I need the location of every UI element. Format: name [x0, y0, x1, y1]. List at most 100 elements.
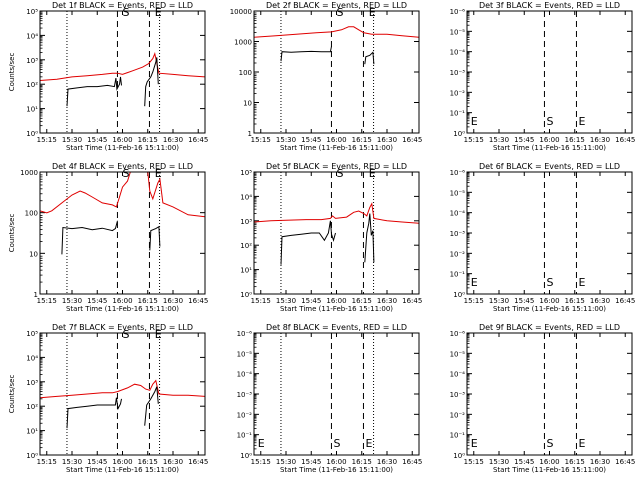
x-tick-label: 15:30: [489, 297, 509, 305]
x-axis-label: Start Time (11-Feb-16 15:11:00): [66, 144, 179, 152]
x-tick-label: 16:00: [539, 297, 559, 305]
events-series-line: [364, 51, 375, 65]
events-series-line: [61, 220, 118, 255]
y-tick-label: 10⁻⁶: [237, 330, 253, 338]
y-tick-label: 1000: [234, 39, 252, 47]
y-tick-label: 10⁻¹: [450, 271, 466, 279]
y-axis-label: Counts/sec: [8, 375, 16, 414]
plot-frame: [253, 332, 420, 456]
y-tick-label: 10¹: [26, 106, 38, 114]
x-tick-label: 15:15: [464, 458, 484, 466]
plot-frame: [39, 332, 206, 456]
y-tick-label: 10⁰: [453, 130, 465, 138]
plot-frame: [466, 10, 633, 134]
x-tick-label: 15:15: [464, 297, 484, 305]
y-tick-label: 10²: [26, 403, 38, 411]
y-tick-label: 10⁰: [453, 291, 465, 299]
marker-e: E: [155, 328, 162, 341]
x-tick-label: 15:15: [37, 458, 57, 466]
events-series-line: [280, 46, 332, 62]
x-tick-label: 16:30: [590, 458, 610, 466]
plot-frame: [466, 171, 633, 295]
x-tick-label: 15:45: [87, 458, 107, 466]
series-group: [40, 52, 205, 107]
y-tick-label: 10¹: [240, 267, 252, 275]
y-tick-label: 10⁵: [240, 169, 252, 177]
x-tick-label: 15:45: [301, 458, 321, 466]
y-tick-label: 10⁻⁶: [450, 330, 466, 338]
x-tick-label: 16:00: [539, 136, 559, 144]
panel-title: Det 9f BLACK = Events, RED = LLD: [479, 323, 620, 332]
x-tick-label: 16:30: [163, 458, 183, 466]
x-tick-label: 16:15: [565, 136, 585, 144]
x-tick-label: 15:30: [276, 458, 296, 466]
marker-e: E: [471, 276, 478, 289]
y-tick-label: 10³: [26, 379, 38, 387]
panel-4: Det 4f BLACK = Events, RED = LLD 15:15 15:…: [8, 162, 208, 313]
y-tick-label: 10⁴: [240, 193, 252, 201]
y-tick-label: 10⁻³: [450, 230, 466, 238]
x-tick-label: 15:30: [62, 297, 82, 305]
x-tick-label: 16:00: [326, 136, 346, 144]
x-axis-label: Start Time (11-Feb-16 15:11:00): [493, 466, 606, 474]
x-tick-label: 16:30: [163, 136, 183, 144]
series-group: [40, 172, 205, 255]
lld-series-line: [254, 26, 419, 38]
x-axis-label: Start Time (11-Feb-16 15:11:00): [280, 305, 393, 313]
events-series-line: [149, 225, 161, 251]
x-tick-label: 16:15: [352, 297, 372, 305]
y-tick-label: 10: [29, 250, 38, 258]
panel-1: Det 1f BLACK = Events, RED = LLD 15:15 15:…: [8, 1, 208, 152]
y-tick-label: 10⁻²: [450, 250, 466, 258]
marker-e: E: [155, 167, 162, 180]
y-tick-label: 10⁻⁵: [450, 350, 466, 358]
events-series-line: [66, 397, 122, 429]
panel-title: Det 4f BLACK = Events, RED = LLD: [52, 162, 193, 171]
y-tick-label: 10⁰: [240, 452, 252, 460]
marker-e: E: [155, 6, 162, 19]
y-tick-label: 10⁻¹: [450, 432, 466, 440]
marker-e: E: [578, 437, 585, 450]
y-tick-label: 1: [34, 291, 38, 299]
panel-title: Det 1f BLACK = Events, RED = LLD: [52, 1, 193, 10]
x-axis-label: Start Time (11-Feb-16 15:11:00): [493, 305, 606, 313]
x-tick-label: 16:30: [590, 136, 610, 144]
marker-s: S: [336, 6, 343, 19]
y-tick-label: 10²: [240, 242, 252, 250]
x-tick-label: 16:45: [188, 458, 208, 466]
y-tick-label: 10⁻²: [450, 89, 466, 97]
x-tick-label: 15:45: [514, 136, 534, 144]
x-tick-label: 15:30: [489, 458, 509, 466]
x-axis-label: Start Time (11-Feb-16 15:11:00): [280, 466, 393, 474]
x-tick-label: 15:15: [251, 297, 271, 305]
lld-series-line: [254, 202, 419, 224]
marker-e: E: [365, 437, 372, 450]
y-tick-label: 10⁻⁵: [450, 189, 466, 197]
y-tick-label: 10⁻³: [237, 391, 253, 399]
events-series-line: [66, 76, 122, 107]
x-tick-label: 16:00: [112, 297, 132, 305]
x-tick-label: 16:00: [112, 136, 132, 144]
x-tick-label: 15:15: [251, 136, 271, 144]
x-tick-label: 15:30: [62, 458, 82, 466]
y-tick-label: 10³: [240, 218, 252, 226]
series-group: [40, 379, 205, 429]
x-tick-label: 16:30: [377, 458, 397, 466]
x-tick-label: 15:15: [37, 297, 57, 305]
y-tick-label: 100: [25, 210, 38, 218]
y-axis-label: Counts/sec: [8, 214, 16, 253]
y-tick-label: 10: [243, 100, 252, 108]
lld-series-line: [40, 52, 205, 81]
y-tick-label: 10⁴: [26, 32, 38, 40]
y-tick-label: 10⁻⁶: [450, 8, 466, 16]
x-tick-label: 16:30: [163, 297, 183, 305]
x-axis-label: Start Time (11-Feb-16 15:11:00): [66, 466, 179, 474]
marker-s: S: [546, 115, 553, 128]
marker-e: E: [578, 276, 585, 289]
events-series-line: [144, 386, 159, 426]
series-group: [254, 202, 419, 265]
y-tick-label: 10¹: [26, 428, 38, 436]
x-tick-label: 15:30: [489, 136, 509, 144]
marker-e: E: [578, 115, 585, 128]
panel-title: Det 6f BLACK = Events, RED = LLD: [479, 162, 620, 171]
